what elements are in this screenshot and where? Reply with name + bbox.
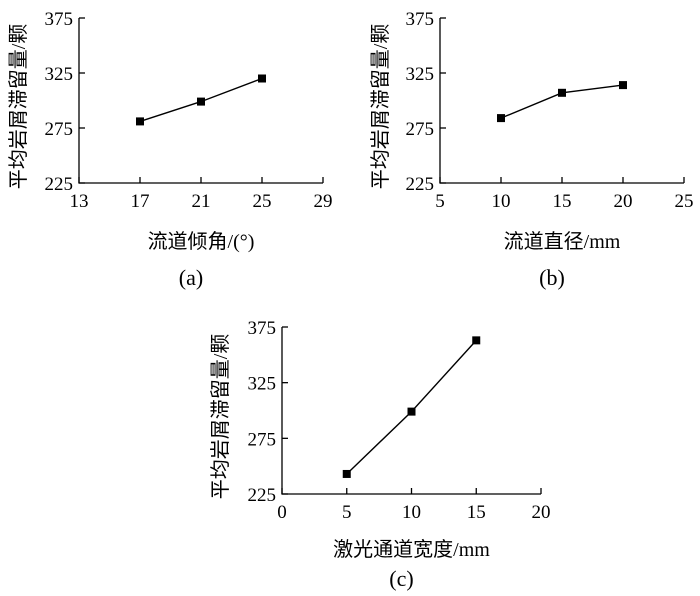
chart-panel-a: 225 275 325 375 13 17 21 25 29 流道倾角/(°) 平均岩屑滞留量/颗 (… xyxy=(7,9,333,290)
x-tick-label-c-4: 20 xyxy=(532,502,551,523)
y-tick-label-a-3: 375 xyxy=(45,9,74,30)
x-axis-label-c: 激光通道宽度/mm xyxy=(333,538,490,561)
data-point-c-0-1 xyxy=(407,407,416,416)
panel-label-a: (a) xyxy=(179,265,203,290)
data-point-a-0-2 xyxy=(258,74,266,83)
y-axis-label-b: 平均岩屑滞留量/颗 xyxy=(369,24,392,190)
x-tick-label-a-2: 21 xyxy=(192,191,211,212)
x-tick-label-a-1: 17 xyxy=(131,191,150,212)
y-tick-label-c-0: 225 xyxy=(248,485,277,506)
x-tick-label-b-3: 20 xyxy=(614,191,633,212)
x-tick-label-c-1: 5 xyxy=(342,502,352,523)
x-tick-label-b-0: 5 xyxy=(435,191,445,212)
data-point-b-0-1 xyxy=(558,88,566,97)
y-tick-label-a-1: 275 xyxy=(45,119,74,140)
x-tick-label-c-0: 0 xyxy=(277,502,287,523)
y-axis-label-c: 平均岩屑滞留量/颗 xyxy=(209,334,232,500)
chart-panel-c: 225 275 325 375 0 5 10 15 20 激光通道宽度/mm 平均岩屑滞留量/颗 (c… xyxy=(209,318,551,591)
series-line-c-0 xyxy=(346,339,477,475)
y-axis-label-a: 平均岩屑滞留量/颗 xyxy=(7,24,30,190)
data-point-c-0-0 xyxy=(342,469,351,478)
y-tick-label-a-0: 225 xyxy=(45,174,74,195)
y-tick-label-b-1: 275 xyxy=(406,119,435,140)
y-tick-label-b-3: 375 xyxy=(406,9,435,30)
axes-b xyxy=(439,18,684,184)
y-tick-label-a-2: 325 xyxy=(45,64,74,85)
x-tick-label-b-1: 10 xyxy=(492,191,511,212)
y-tick-label-b-0: 225 xyxy=(406,174,435,195)
x-tick-label-b-4: 25 xyxy=(675,191,694,212)
x-tick-label-a-4: 29 xyxy=(314,191,333,212)
data-point-a-0-0 xyxy=(136,117,144,126)
x-tick-label-a-0: 13 xyxy=(70,191,89,212)
x-tick-label-b-2: 15 xyxy=(553,191,572,212)
x-tick-label-c-3: 15 xyxy=(467,502,486,523)
data-point-b-0-0 xyxy=(497,114,505,123)
panel-label-c: (c) xyxy=(389,566,413,591)
data-point-a-0-1 xyxy=(197,97,205,106)
y-tick-label-b-2: 325 xyxy=(406,64,435,85)
data-point-c-0-2 xyxy=(472,336,481,345)
x-tick-label-a-3: 25 xyxy=(253,191,272,212)
panel-label-b: (b) xyxy=(539,265,565,290)
chart-panel-b: 225 275 325 375 5 10 15 20 25 流道直径/mm 平均岩屑滞留量/颗 (b) xyxy=(369,9,694,290)
data-point-b-0-2 xyxy=(619,81,627,90)
y-tick-label-c-2: 325 xyxy=(248,374,277,395)
y-tick-label-c-3: 375 xyxy=(248,318,277,339)
x-tick-label-c-2: 10 xyxy=(402,502,421,523)
x-axis-label-b: 流道直径/mm xyxy=(504,230,621,253)
y-tick-label-c-1: 275 xyxy=(248,429,277,450)
x-axis-label-a: 流道倾角/(°) xyxy=(148,230,255,253)
